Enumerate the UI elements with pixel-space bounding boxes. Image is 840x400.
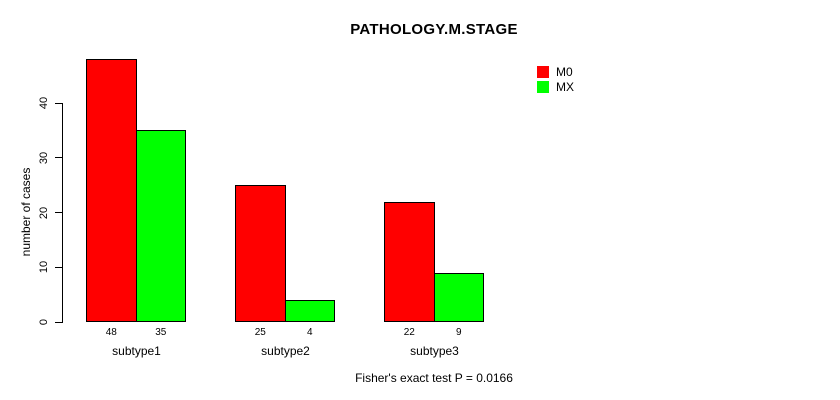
y-tick-mark: [55, 102, 62, 104]
y-axis-line: [62, 103, 63, 323]
bar-value-label-m0-subtype1: 48: [105, 327, 117, 338]
bar-value-label-mx-subtype1: 35: [155, 327, 167, 338]
category-label-subtype2: subtype2: [261, 344, 310, 358]
y-tick-mark: [55, 321, 62, 323]
bar-mx-subtype2: [284, 300, 335, 322]
y-tick-mark: [55, 212, 62, 213]
y-tick-label: 30: [38, 151, 50, 164]
y-tick-label: 10: [38, 261, 50, 274]
bar-mx-subtype1: [135, 130, 186, 322]
legend-label-m0: M0: [556, 64, 573, 79]
y-tick-label: 20: [38, 206, 50, 219]
bar-value-label-m0-subtype3: 22: [403, 327, 415, 338]
y-tick-mark: [55, 266, 62, 268]
legend: M0 MX: [537, 64, 574, 94]
bar-m0-subtype3: [384, 201, 435, 322]
y-axis-label: number of cases: [19, 167, 33, 257]
bar-value-label-m0-subtype2: 25: [254, 327, 266, 338]
bar-mx-subtype3: [433, 272, 484, 322]
annotation-text: Fisher's exact test P = 0.0166: [355, 371, 513, 385]
bar-value-label-mx-subtype3: 9: [455, 327, 462, 338]
legend-swatch-icon-mx: [537, 80, 549, 93]
y-tick-label: 40: [38, 96, 50, 110]
legend-swatch-icon-m0: [537, 65, 549, 78]
legend-label-mx: MX: [556, 79, 574, 94]
bar-m0-subtype2: [235, 185, 286, 322]
chart-title: PATHOLOGY.M.STAGE: [350, 21, 518, 38]
legend-item-mx: MX: [537, 79, 574, 94]
category-label-subtype3: subtype3: [410, 344, 459, 358]
y-tick-label: 0: [38, 318, 50, 326]
legend-item-m0: M0: [537, 64, 574, 79]
category-label-subtype1: subtype1: [112, 344, 161, 358]
bar-m0-subtype1: [86, 59, 137, 322]
y-tick-mark: [55, 157, 62, 159]
bar-value-label-mx-subtype2: 4: [306, 327, 313, 338]
